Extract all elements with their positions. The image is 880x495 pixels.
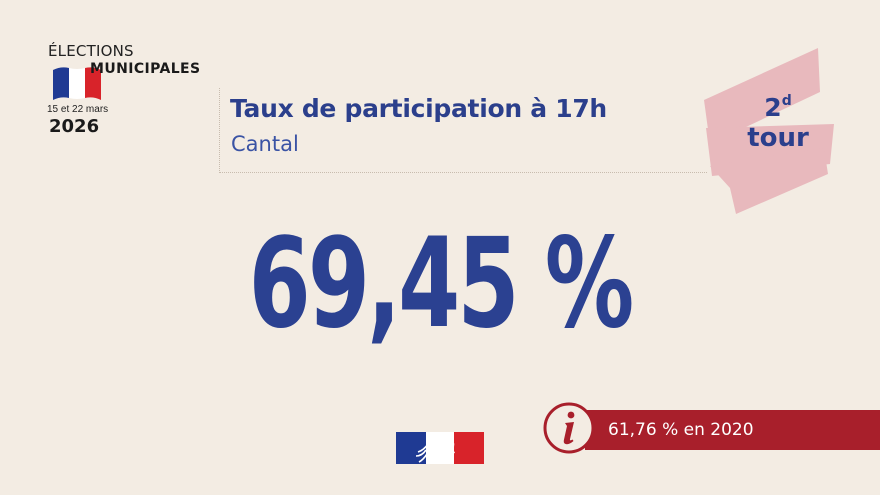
round-number: 2d [764,93,792,122]
previous-result-banner: 61,76 % en 2020 [585,410,880,450]
info-icon [543,402,595,454]
round-badge: 2d tour [700,48,840,216]
logo-year: 2026 [49,116,100,137]
round-word: tour [747,123,809,153]
round-badge-text: 2d tour [700,94,840,151]
elections-logo: ÉLECTIONS MUNICIPALES 15 et 22 mars 2026 [46,40,216,140]
round-badge-background [704,48,834,214]
page-title: Taux de participation à 17h [230,94,607,123]
french-flag-icon [53,67,101,100]
previous-result-text: 61,76 % en 2020 [608,420,754,440]
logo-municipales-label: MUNICIPALES [90,61,201,77]
marianne-logo-icon [396,432,484,464]
participation-rate: 69,45 % [248,212,635,356]
round-suffix: d [781,93,792,109]
department-name: Cantal [231,132,299,156]
logo-elections-label: ÉLECTIONS [48,42,134,60]
title-block: Taux de participation à 17h Cantal [219,88,707,173]
logo-dates: 15 et 22 mars [47,104,109,115]
